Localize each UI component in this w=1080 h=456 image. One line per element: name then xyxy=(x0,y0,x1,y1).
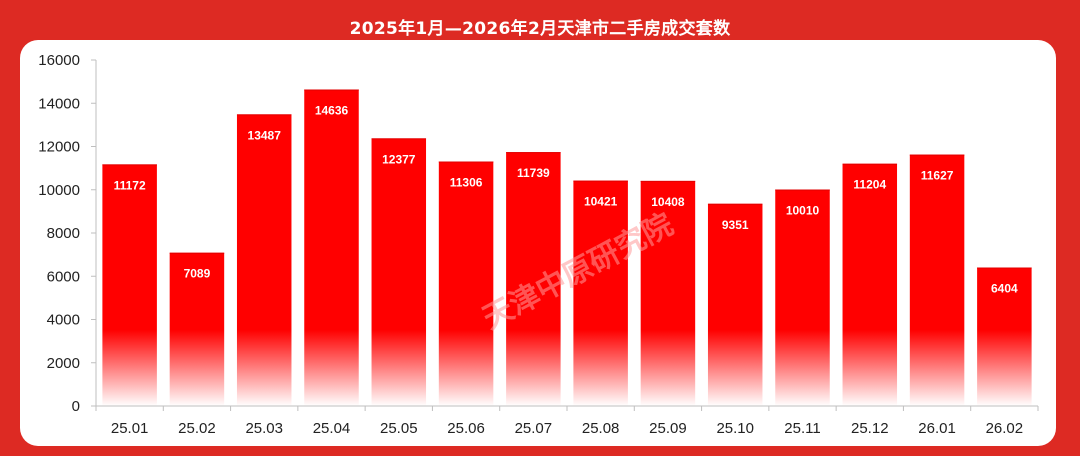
y-tick-label: 10000 xyxy=(38,182,80,199)
data-label: 9351 xyxy=(722,218,749,232)
bar-25.02 xyxy=(169,252,225,406)
y-tick-label: 8000 xyxy=(47,225,80,242)
x-tick-label: 25.09 xyxy=(649,420,687,437)
data-label: 6404 xyxy=(991,282,1018,296)
bar-25.01 xyxy=(102,164,157,406)
data-label: 13487 xyxy=(248,128,282,142)
data-label: 11204 xyxy=(853,178,886,192)
bar-25.04 xyxy=(304,89,359,407)
x-tick-label: 25.10 xyxy=(716,420,754,437)
data-labels-layer: 11172 7089 13487 14636 12377 11306 11739 10421 1… xyxy=(114,103,1018,295)
y-tick-label: 12000 xyxy=(38,139,80,156)
bar-25.12 xyxy=(842,163,898,406)
bar-25.05 xyxy=(371,138,427,406)
y-tick-label: 6000 xyxy=(47,268,80,285)
data-label: 12377 xyxy=(382,152,416,166)
y-tick-label: 4000 xyxy=(47,312,80,329)
bar-25.11 xyxy=(775,189,830,406)
bar-25.10 xyxy=(707,203,763,406)
x-tick-label: 25.08 xyxy=(582,420,620,437)
chart-title: 2025年1月—2026年2月天津市二手房成交套数 xyxy=(349,19,731,39)
y-tick-label: 2000 xyxy=(47,355,80,372)
bar-26.02 xyxy=(977,267,1032,406)
x-tick-label: 25.07 xyxy=(515,420,553,437)
data-label: 11739 xyxy=(517,166,550,180)
bar-25.06 xyxy=(438,161,494,406)
x-tick-label: 25.01 xyxy=(111,420,149,437)
bar-26.01 xyxy=(909,154,965,406)
x-tick-label: 25.12 xyxy=(851,420,889,437)
data-label: 11172 xyxy=(114,178,146,192)
bar-25.08 xyxy=(573,180,628,406)
data-label: 10010 xyxy=(786,204,820,218)
y-tick-label: 0 xyxy=(72,398,80,415)
data-label: 10408 xyxy=(651,195,685,209)
y-tick-label: 16000 xyxy=(38,52,80,69)
data-label: 11627 xyxy=(921,169,954,183)
bar-chart: 0 2000 4000 6000 8000 10000 12000 14000 16000 25.… xyxy=(38,52,1039,437)
data-label: 7089 xyxy=(184,267,211,281)
x-tick-label: 25.11 xyxy=(784,420,820,437)
bars-layer xyxy=(102,89,1032,407)
x-tick-label: 25.04 xyxy=(313,420,351,437)
x-tick-label: 25.02 xyxy=(178,420,216,437)
y-tick-label: 14000 xyxy=(38,95,80,112)
data-label: 11306 xyxy=(450,176,483,190)
x-tick-label: 25.06 xyxy=(447,420,485,437)
bar-25.03 xyxy=(236,114,292,406)
axes-layer: 0 2000 4000 6000 8000 10000 12000 14000 16000 25.… xyxy=(38,52,1039,437)
data-label: 10421 xyxy=(584,195,618,209)
x-tick-label: 25.03 xyxy=(245,420,283,437)
data-label: 14636 xyxy=(315,103,349,117)
bar-25.07 xyxy=(506,152,561,406)
x-tick-label: 25.05 xyxy=(380,420,418,437)
x-tick-label: 26.01 xyxy=(918,420,956,437)
chart-panel: 0 2000 4000 6000 8000 10000 12000 14000 16000 25.… xyxy=(20,40,1056,446)
bar-25.09 xyxy=(640,180,696,406)
x-tick-label: 26.02 xyxy=(986,420,1024,437)
